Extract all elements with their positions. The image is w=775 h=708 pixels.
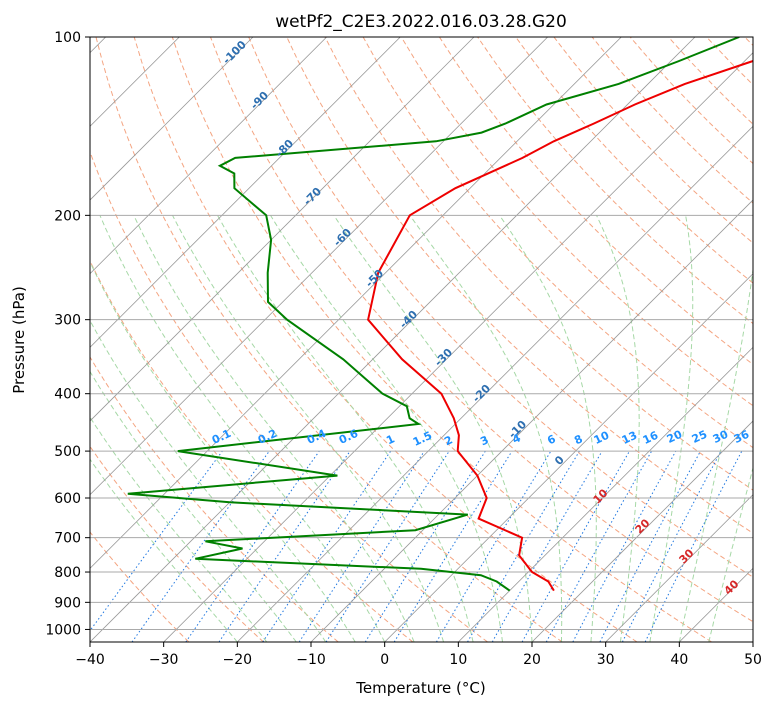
dry-adiabat — [438, 37, 753, 366]
moist-adiabat — [90, 260, 356, 642]
axes: −40 −30 −20 −10 0 10 20 30 40 50 100 200 300 400 500 60… — [45, 30, 762, 668]
y-tick-label: 300 — [54, 313, 81, 329]
mixing-ratio-line — [325, 450, 450, 642]
dry-adiabat — [400, 37, 753, 407]
isotherm-line — [458, 346, 753, 642]
x-tick-label: −30 — [149, 652, 179, 668]
dry-adiabat — [95, 37, 563, 642]
mixing-ratio-label: 16 — [641, 429, 661, 447]
dry-adiabat — [133, 37, 638, 642]
x-tick-label: −40 — [75, 652, 105, 668]
mixing-ratio-line — [572, 450, 677, 642]
isotherm-line — [605, 494, 753, 642]
isotherm-line — [531, 420, 753, 642]
x-tick-label: 0 — [380, 652, 389, 668]
data-series — [127, 37, 753, 592]
moist-adiabat — [90, 458, 238, 642]
moist-adiabat — [409, 215, 563, 642]
y-tick-label: 400 — [54, 387, 81, 403]
isotherm-line — [90, 37, 401, 348]
moist-adiabat — [90, 416, 268, 642]
x-tick-label: 50 — [744, 652, 762, 668]
mixing-ratio-label: 30 — [711, 428, 731, 446]
x-tick-label: 10 — [449, 652, 467, 668]
y-tick-label: 600 — [54, 491, 81, 507]
x-axis-title: Temperature (°C) — [355, 679, 485, 697]
isotherm-line — [310, 199, 753, 642]
grid-lines — [90, 37, 753, 642]
isotherm-line — [384, 273, 753, 642]
moist-adiabat — [90, 319, 327, 642]
mixing-ratio-line — [90, 450, 223, 632]
y-axis-title: Pressure (hPa) — [10, 286, 28, 394]
moist-adiabat — [678, 265, 753, 642]
isotherm-line — [90, 37, 548, 496]
y-tick-label: 700 — [54, 531, 81, 547]
y-tick-label: 500 — [54, 444, 81, 460]
mixing-ratio-line — [262, 450, 392, 642]
mixing-ratio-label: 20 — [665, 428, 685, 446]
dry-adiabat — [248, 37, 753, 578]
isotherm-line — [90, 37, 327, 275]
x-tick-label: 20 — [523, 652, 541, 668]
mixing-ratio-label: 25 — [690, 428, 709, 446]
isotherm-line — [90, 37, 254, 201]
moist-adiabat — [499, 215, 597, 642]
dry-adiabat — [90, 445, 264, 642]
dry-adiabat — [90, 531, 190, 642]
mixing-ratio-line — [131, 450, 270, 642]
y-tick-label: 100 — [54, 30, 81, 46]
dry-adiabat — [90, 150, 488, 642]
x-tick-label: 40 — [670, 652, 688, 668]
moist-adiabat — [708, 466, 753, 642]
isotherm-line — [90, 37, 475, 422]
dry-adiabat — [171, 37, 712, 642]
temperature-profile-line — [367, 59, 753, 592]
dry-adiabat — [90, 356, 339, 642]
chart-title: wetPf2_C2E3.2022.016.03.28.G20 — [275, 12, 567, 32]
mixing-ratio-label: 13 — [620, 429, 639, 447]
moist-adiabat — [172, 215, 445, 642]
moist-adiabat — [596, 215, 640, 642]
x-tick-label: −20 — [223, 652, 253, 668]
mixing-ratio-line — [545, 450, 653, 642]
x-tick-label: 30 — [597, 652, 615, 668]
isotherm-line — [237, 125, 753, 642]
dry-adiabat — [515, 37, 753, 284]
mixing-ratio-line — [644, 450, 743, 642]
moist-adiabat — [90, 370, 297, 642]
y-tick-label: 1000 — [45, 622, 81, 638]
plot-frame — [89, 36, 754, 643]
mixing-ratio-line — [521, 450, 630, 642]
y-tick-label: 800 — [54, 565, 81, 581]
dry-adiabat — [210, 37, 753, 623]
moist-adiabat — [99, 215, 386, 642]
mixing-ratio-line — [298, 450, 425, 642]
x-tick-label: −10 — [296, 652, 326, 668]
moist-adiabat — [270, 215, 503, 642]
mixing-ratio-line — [185, 450, 320, 642]
mixing-ratio-line — [218, 450, 351, 642]
moist-adiabat — [649, 215, 694, 642]
isotherm-line — [163, 52, 753, 642]
y-tick-label: 900 — [54, 595, 81, 611]
plot-area — [90, 37, 753, 642]
isotherm-line — [90, 37, 622, 569]
isotherm-line — [90, 37, 696, 642]
mixing-ratio-label: 10 — [592, 429, 612, 447]
dewpoint-profile-line — [127, 37, 740, 592]
y-tick-label: 200 — [54, 208, 81, 224]
mixing-ratio-label: 36 — [732, 428, 752, 446]
